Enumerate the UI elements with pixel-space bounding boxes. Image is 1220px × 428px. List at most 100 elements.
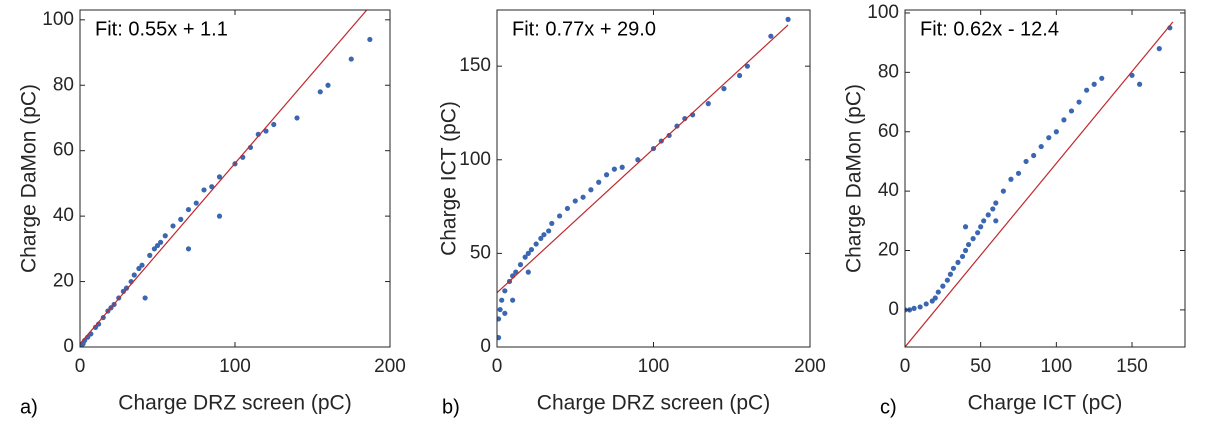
point — [959, 253, 966, 260]
point — [528, 247, 535, 253]
point — [736, 72, 743, 79]
point — [348, 56, 354, 62]
point — [1156, 45, 1162, 52]
point — [325, 82, 331, 88]
y-tick-label: 60 — [878, 121, 899, 142]
point — [917, 304, 923, 310]
x-tick-label: 200 — [374, 356, 406, 377]
point — [263, 128, 269, 134]
point — [151, 246, 157, 252]
point — [510, 297, 516, 303]
y-tick-label: 40 — [878, 180, 899, 201]
y-tick-label: 80 — [53, 74, 74, 95]
point — [154, 242, 161, 249]
axes-box — [79, 9, 391, 348]
point — [1046, 135, 1052, 141]
point — [499, 297, 505, 303]
x-tick-label: 200 — [794, 356, 826, 377]
point — [978, 224, 984, 230]
point — [92, 324, 99, 330]
y-tick-label: 20 — [53, 271, 74, 292]
point — [635, 157, 641, 163]
x-axis-label: Charge ICT (pC) — [968, 392, 1123, 415]
point — [147, 252, 153, 258]
point — [136, 265, 142, 272]
y-tick-label: 0 — [480, 336, 491, 357]
plot-area — [80, 10, 373, 347]
point — [525, 250, 531, 256]
point — [1031, 152, 1037, 159]
point — [271, 121, 277, 128]
point — [588, 187, 594, 193]
panel-label: b) — [442, 396, 460, 418]
point — [970, 236, 976, 242]
point — [580, 194, 586, 200]
point — [965, 241, 972, 248]
point — [923, 301, 929, 307]
y-tick-label: 50 — [470, 242, 491, 263]
point — [993, 200, 999, 206]
y-tick-label: 150 — [459, 55, 491, 76]
x-tick-label: 100 — [1040, 356, 1072, 377]
point — [193, 200, 199, 206]
point — [993, 218, 999, 224]
point — [932, 295, 938, 301]
annotation: Fit: 0.62x - 12.4 — [920, 18, 1059, 40]
point — [935, 289, 941, 295]
point — [1061, 117, 1067, 123]
point — [502, 310, 508, 316]
point — [533, 241, 539, 247]
point — [522, 254, 528, 260]
point — [123, 285, 130, 291]
point — [975, 230, 981, 236]
x-tick-label: 50 — [970, 356, 991, 377]
point — [538, 235, 544, 242]
point — [1084, 87, 1090, 93]
point — [178, 216, 184, 222]
point — [549, 220, 555, 227]
point — [497, 335, 502, 341]
x-tick-label: 0 — [900, 356, 911, 377]
point — [367, 36, 373, 43]
point — [170, 223, 176, 229]
y-axis-label: Charge ICT (pC) — [438, 101, 461, 256]
point — [1008, 176, 1014, 182]
point — [940, 283, 946, 289]
y-tick-label: 0 — [888, 299, 899, 320]
point — [1136, 81, 1143, 87]
fit-line — [497, 24, 789, 294]
point — [721, 86, 727, 92]
annotation: Fit: 0.77x + 29.0 — [512, 18, 656, 40]
panel-label: a) — [20, 396, 38, 418]
point — [744, 63, 751, 69]
x-axis-label: Charge DRZ screen (pC) — [537, 392, 770, 415]
point — [950, 265, 957, 271]
point — [1068, 108, 1075, 114]
point — [162, 233, 168, 239]
fit-line — [905, 21, 1174, 347]
point — [564, 205, 571, 212]
point — [517, 262, 524, 268]
point — [131, 272, 137, 278]
point — [158, 239, 164, 245]
point — [947, 271, 954, 277]
point — [142, 295, 148, 301]
y-tick-label: 100 — [867, 2, 899, 23]
plot-area — [497, 16, 791, 341]
point — [1038, 143, 1044, 150]
point — [911, 305, 917, 312]
point — [185, 246, 192, 252]
point — [216, 213, 223, 219]
point — [541, 232, 547, 238]
point — [572, 198, 578, 204]
point — [317, 89, 323, 95]
plot-area — [905, 21, 1174, 347]
point — [497, 316, 502, 322]
point — [546, 228, 552, 234]
point — [611, 166, 617, 172]
y-tick-label: 100 — [42, 9, 74, 30]
point — [619, 164, 625, 170]
point — [502, 288, 508, 294]
